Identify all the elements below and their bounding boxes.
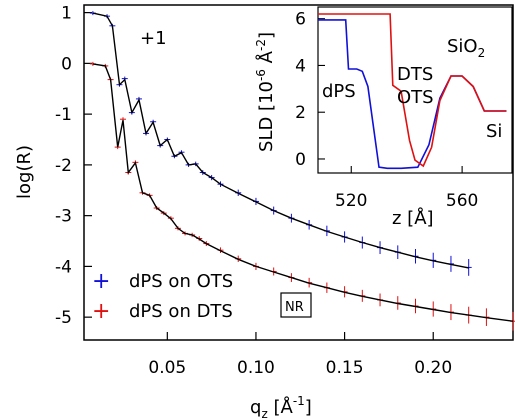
main-y-axis-label: log(R) xyxy=(14,145,35,199)
inset-y-tick-label: 0 xyxy=(295,150,306,170)
main-y-tick-label: -1 xyxy=(55,105,72,125)
inset-annotation-dps: dPS xyxy=(322,81,356,102)
nr-box: NR xyxy=(280,292,312,318)
offset-label: +1 xyxy=(140,28,167,49)
inset-background xyxy=(318,7,512,173)
inset-frame xyxy=(317,6,513,174)
main-x-tick-label: 0.15 xyxy=(326,358,364,378)
inset-x-axis-label: z [Å] xyxy=(392,207,434,229)
legend-marker-dts: + xyxy=(92,299,110,324)
fit-line-dts xyxy=(92,63,514,322)
main-y-tick-label: 1 xyxy=(61,4,72,24)
legend: + dPS on OTS + dPS on DTS xyxy=(92,269,233,324)
fit-line-ots xyxy=(92,12,469,269)
inset-x-ticks: 520 560 xyxy=(335,166,478,211)
inset-x-tick-label: 520 xyxy=(335,191,367,211)
main-x-tick-label: 0.10 xyxy=(237,358,275,378)
main-y-tick-label: -4 xyxy=(55,257,72,277)
inset-y-tick-label: 6 xyxy=(295,10,306,30)
main-plot: 1 0 -1 -2 -3 -4 -5 0.05 0.10 0.15 0.20 +1 NR + dP… xyxy=(14,4,515,420)
legend-label-ots: dPS on OTS xyxy=(129,271,233,292)
main-x-axis-label: qz [Å-1] xyxy=(250,394,312,420)
inset-y-tick-label: 4 xyxy=(295,56,306,76)
main-plot-frame xyxy=(83,4,514,341)
inset-annotation-dts: DTS xyxy=(397,64,433,85)
main-y-tick-label: -5 xyxy=(55,308,72,328)
inset-data-layer xyxy=(318,13,507,170)
inset-annotation-sio2: SiO2 xyxy=(447,36,485,60)
main-y-tick-label: 0 xyxy=(61,54,72,74)
main-x-tick-label: 0.05 xyxy=(148,358,186,378)
inset-y-tick-label: 2 xyxy=(295,103,306,123)
nr-box-label: NR xyxy=(285,300,304,315)
inset-annotation-si: Si xyxy=(486,121,502,142)
inset-plot: 6 4 2 0 520 560 SLD [10-6 Å-2] z [Å] dPS DTS… xyxy=(254,6,513,229)
sld-profile-dts xyxy=(318,13,507,168)
main-data-layer xyxy=(89,11,515,331)
main-y-tick-label: -2 xyxy=(55,156,72,176)
legend-marker-ots: + xyxy=(92,269,110,294)
main-x-ticks: 0.05 0.10 0.15 0.20 xyxy=(148,332,452,378)
main-y-tick-label: -3 xyxy=(55,207,72,227)
inset-x-tick-label: 560 xyxy=(446,191,478,211)
nr-box-frame xyxy=(280,292,312,318)
main-x-tick-label: 0.20 xyxy=(414,358,452,378)
legend-label-dts: dPS on DTS xyxy=(129,301,233,322)
inset-y-ticks: 6 4 2 0 xyxy=(295,10,325,170)
inset-annotation-ots: OTS xyxy=(397,87,434,108)
main-y-ticks: 1 0 -1 -2 -3 -4 -5 xyxy=(55,4,92,328)
inset-y-axis-label: SLD [10-6 Å-2] xyxy=(254,32,277,152)
